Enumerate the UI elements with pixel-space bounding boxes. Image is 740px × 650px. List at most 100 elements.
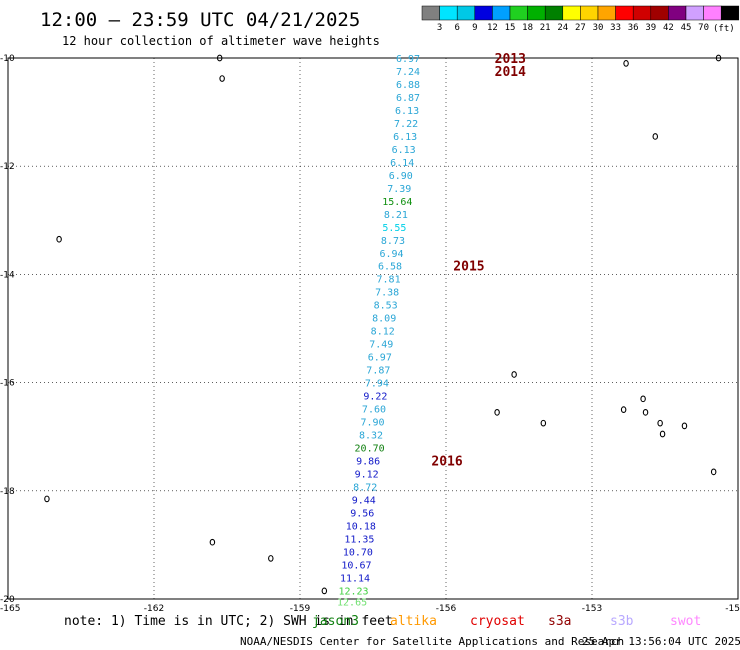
wave-height-value: 8.12 <box>371 327 395 338</box>
longitude-label: -162 <box>144 604 164 614</box>
wave-height-value: 6.13 <box>393 132 417 143</box>
wave-height-value: 12.65 <box>337 598 367 609</box>
colorbar-tick-label: 9 <box>472 23 477 33</box>
wave-height-value: 20.70 <box>355 444 385 455</box>
page-subtitle: 12 hour collection of altimeter wave hei… <box>62 34 380 48</box>
wave-height-value: 10.18 <box>346 521 376 532</box>
wave-height-value: 8.32 <box>359 431 383 442</box>
island-outline <box>715 54 722 62</box>
wave-height-value: 6.14 <box>390 158 414 169</box>
island-outline <box>216 54 223 62</box>
island-outline <box>219 75 225 82</box>
wave-height-value: 8.21 <box>384 210 408 221</box>
island-outline <box>623 60 629 67</box>
wave-height-value: 6.13 <box>392 145 416 156</box>
colorbar-unit: (ft) <box>713 24 735 34</box>
colorbar-tick-label: 3 <box>437 23 442 33</box>
wave-height-value: 7.38 <box>375 288 399 299</box>
colorbar-swatch <box>474 5 493 21</box>
wave-height-value: 7.87 <box>366 366 390 377</box>
footer-timestamp: 25 Apr 13:56:04 UTC 2025 <box>582 635 740 648</box>
latitude-label: -10 <box>0 54 15 64</box>
colorbar-swatch <box>615 5 634 21</box>
colorbar-tick-label: 33 <box>610 23 621 33</box>
wave-height-value: 6.88 <box>396 80 420 91</box>
wave-height-value: 5.55 <box>382 223 406 234</box>
island-outline <box>620 406 627 414</box>
longitude-labels: -165 -162 -159 -156 -153 -15 <box>0 604 740 614</box>
graticule <box>8 58 738 599</box>
wave-height-value: 8.73 <box>381 236 405 247</box>
wave-height-value: 7.24 <box>396 67 420 78</box>
island-outline <box>681 422 688 430</box>
wave-height-value: 7.39 <box>387 184 411 195</box>
colorbar-tick-label: 45 <box>681 23 692 33</box>
satellite-legend-jason3: jason3 <box>312 614 359 629</box>
longitude-label: -153 <box>582 604 602 614</box>
colorbar-tick-label: 70 <box>698 23 709 33</box>
colorbar-tick-label: 30 <box>593 23 604 33</box>
colorbar-swatch <box>703 5 722 21</box>
satellite-legend-swot: swot <box>670 614 701 629</box>
colorbar-swatch <box>580 5 599 21</box>
latitude-labels: -10 -12 -14 -16 -18 -20 <box>0 54 15 605</box>
longitude-label: -165 <box>0 604 20 614</box>
colorbar-tick-label: 15 <box>505 23 516 33</box>
wave-height-value: 9.56 <box>350 508 374 519</box>
wave-height-value: 7.22 <box>394 119 418 130</box>
island-outline <box>44 495 50 503</box>
island-outline <box>494 409 500 416</box>
island-outline <box>511 371 517 378</box>
wave-height-value: 6.87 <box>396 93 420 104</box>
wave-height-value: 11.14 <box>340 573 370 584</box>
colorbar-swatch <box>544 5 564 21</box>
island-outline <box>642 409 649 416</box>
wave-height-value: 7.81 <box>377 275 401 286</box>
wave-height-value: 6.97 <box>368 353 392 364</box>
wave-height-value: 6.90 <box>389 171 413 182</box>
page-title: 12:00 – 23:59 UTC 04/21/2025 <box>40 9 360 31</box>
island-outline <box>710 468 717 476</box>
island-outlines <box>44 54 722 595</box>
colorbar-tick-label: 42 <box>663 23 674 33</box>
wave-height-value: 8.53 <box>374 301 398 312</box>
time-marker-label: 2013 <box>495 52 526 67</box>
island-outline <box>640 395 646 403</box>
wave-height-value: 10.67 <box>341 560 371 571</box>
plot-frame <box>7 57 739 600</box>
latitude-label: -18 <box>0 487 15 497</box>
colorbar-swatch <box>562 5 581 21</box>
wave-height-value: 9.86 <box>356 457 380 468</box>
wave-height-value: 6.58 <box>378 262 402 273</box>
satellite-legend-s3b: s3b <box>610 614 634 629</box>
colorbar-swatch <box>527 5 546 21</box>
time-marker-label: 2014 <box>495 65 526 80</box>
colorbar-swatch <box>597 5 616 21</box>
latitude-label: -20 <box>0 595 15 605</box>
wave-height-value: 12.23 <box>338 586 368 597</box>
colorbar-tick-label: 39 <box>645 23 656 33</box>
time-marker-label: 2016 <box>431 455 462 470</box>
satellite-legend-altika: altika <box>390 614 437 629</box>
wave-height-value: 9.12 <box>355 469 379 480</box>
wave-height-value: 6.97 <box>396 54 420 65</box>
colorbar-tick-label: 36 <box>628 23 639 33</box>
wave-height-value: 8.72 <box>353 482 377 493</box>
longitude-label: -159 <box>290 604 311 614</box>
wave-height-value: 7.94 <box>365 379 389 390</box>
colorbar-swatch <box>439 5 458 21</box>
longitude-label: -156 <box>436 604 457 614</box>
island-outline <box>321 587 328 595</box>
latitude-label: -14 <box>0 270 15 280</box>
wave-height-value: 11.35 <box>344 534 374 545</box>
longitude-label: -15 <box>725 604 740 614</box>
wave-height-value: 8.09 <box>372 314 396 325</box>
latitude-label: -16 <box>0 379 15 389</box>
footer-credit: NOAA/NESDIS Center for Satellite Applica… <box>240 635 624 648</box>
wave-height-value: 9.44 <box>352 495 376 506</box>
wave-height-value: 15.64 <box>382 197 412 208</box>
colorbar-swatch <box>421 5 440 21</box>
colorbar-tick-label: 24 <box>557 23 568 33</box>
latitude-label: -12 <box>0 162 15 172</box>
